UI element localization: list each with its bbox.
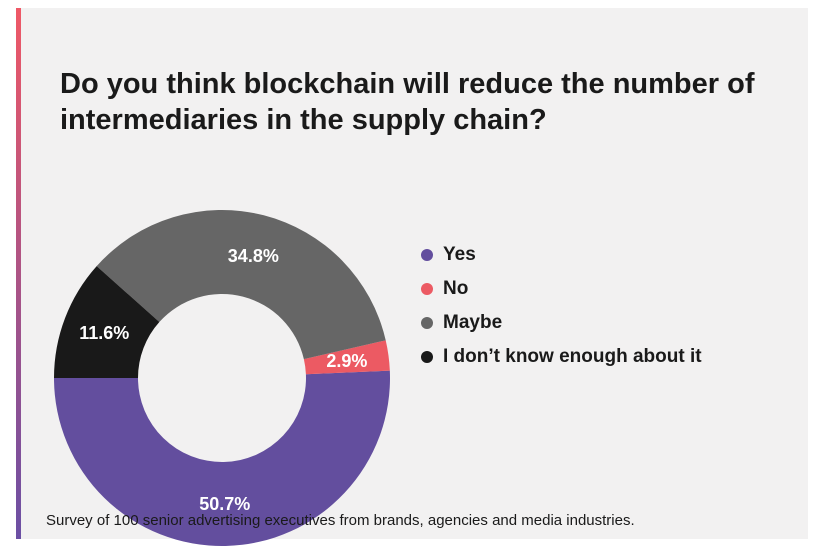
legend-label-no: No [443,278,469,299]
slice-yes [54,370,390,546]
chart-card: Do you think blockchain will reduce the … [16,8,808,546]
legend-item-no: No [421,272,702,306]
slice-label-no: 2.9% [326,351,367,371]
legend-label-yes: Yes [443,244,476,265]
legend-swatch-dont-know [421,351,433,363]
slice-label-dont-know: 11.6% [79,323,129,343]
legend-item-maybe: Maybe [421,306,702,340]
slice-no [303,340,390,375]
slice-label-yes: 50.7% [199,494,250,514]
footnote: Survey of 100 senior advertising executi… [46,512,635,529]
slice-maybe [96,209,386,360]
legend-swatch-yes [421,249,433,261]
legend: Yes No Maybe I don’t know enough about it [421,238,702,374]
donut-chart: 50.7% 2.9% 34.8% 11.6% [54,209,390,546]
legend-label-dont-know: I don’t know enough about it [443,346,702,367]
legend-label-maybe: Maybe [443,312,503,333]
legend-item-dont-know: I don’t know enough about it [421,340,702,374]
chart-title: Do you think blockchain will reduce the … [60,68,755,136]
legend-swatch-no [421,283,433,295]
legend-swatch-maybe [421,317,433,329]
accent-bar [16,8,21,539]
slice-label-maybe: 34.8% [228,246,279,266]
legend-item-yes: Yes [421,238,702,272]
slice-dont-know [54,266,160,378]
